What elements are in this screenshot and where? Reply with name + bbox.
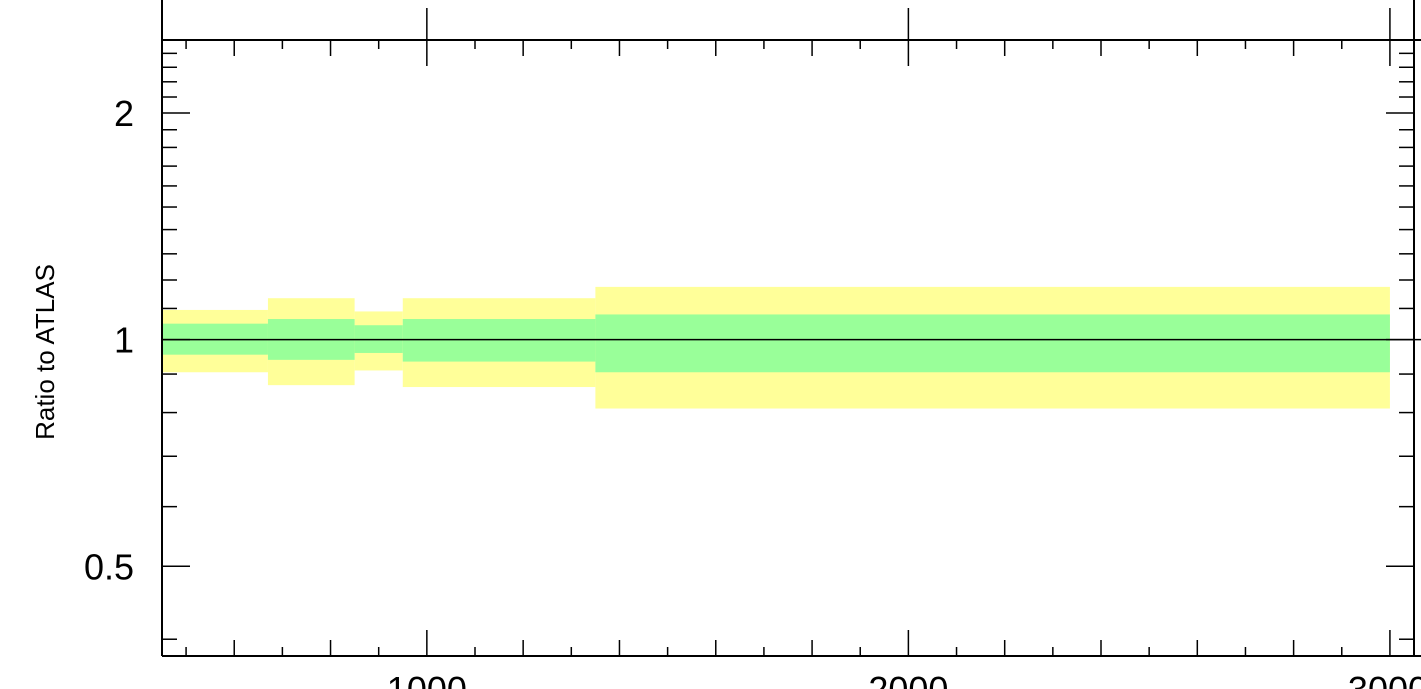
x-tick-label-1000: 1000 [387, 669, 467, 689]
x-tick-label-3000: 3000 [1348, 669, 1421, 689]
y-tick-label-2: 2 [114, 93, 134, 134]
y-axis-title: Ratio to ATLAS [30, 264, 60, 440]
axis-ticks [162, 8, 1414, 656]
uncertainty-bands [162, 286, 1390, 409]
y-tick-label-0.5: 0.5 [84, 546, 134, 587]
x-tick-label-2000: 2000 [868, 669, 948, 689]
inner-band-bin-5 [595, 314, 1390, 373]
y-tick-label-1: 1 [114, 320, 134, 361]
tick-labels: 0.5 1 2 1000 2000 3000 [84, 93, 1421, 689]
plot-frame [161, 0, 1421, 657]
